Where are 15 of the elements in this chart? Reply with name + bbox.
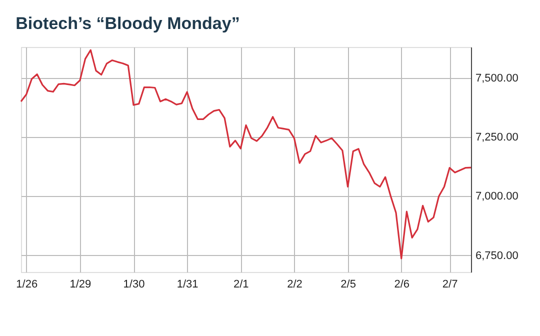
x-tick-label: 2/1 xyxy=(233,278,249,290)
x-tick-label: 2/5 xyxy=(340,278,356,290)
y-tick-label: 7,500.00 xyxy=(476,72,518,84)
x-tick-label: 1/31 xyxy=(176,278,198,290)
x-tick-label: 2/6 xyxy=(394,278,410,290)
line-series xyxy=(20,49,472,260)
x-tick-label: 1/29 xyxy=(70,278,92,290)
x-tick-label: 2/7 xyxy=(442,278,458,290)
x-tick-label: 1/30 xyxy=(123,278,145,290)
y-tick-label: 6,750.00 xyxy=(476,250,518,262)
y-tick-label: 7,250.00 xyxy=(476,132,518,144)
x-tick-label: 2/2 xyxy=(287,278,302,290)
x-tick-label: 1/26 xyxy=(16,278,38,290)
y-tick-label: 7,000.00 xyxy=(476,190,518,203)
chart-title: Biotech’s “Bloody Monday” xyxy=(16,14,240,33)
